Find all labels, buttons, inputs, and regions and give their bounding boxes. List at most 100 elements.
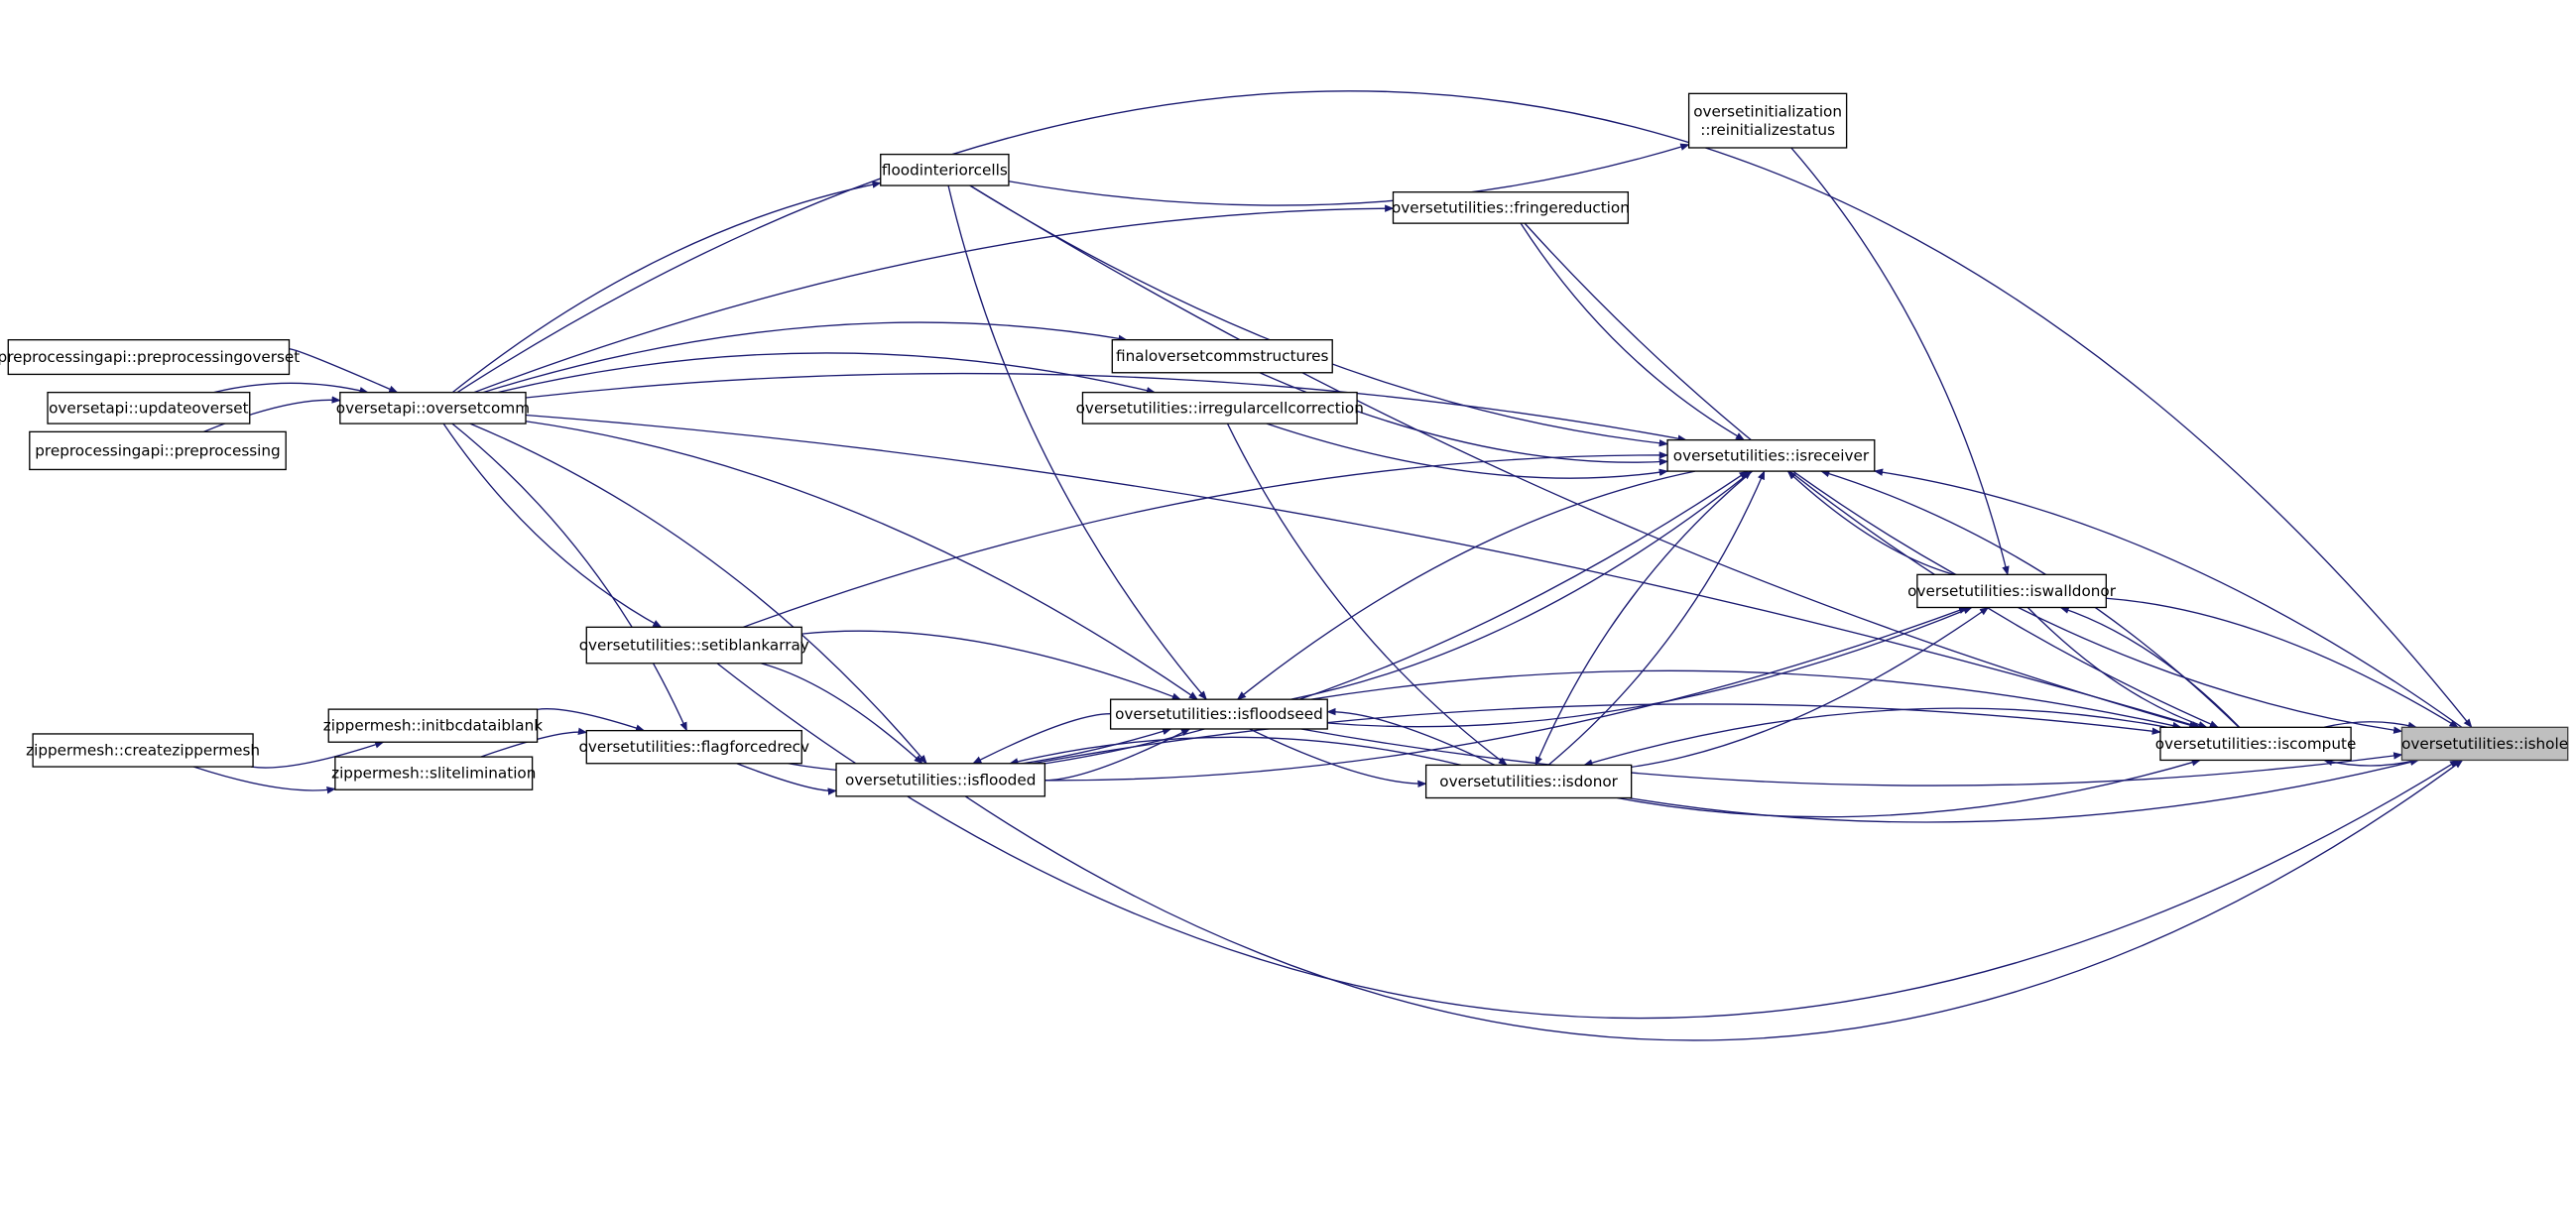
edge-initbc-to-flagforced <box>537 708 646 732</box>
node-label: preprocessingapi::preprocessingoverset <box>0 348 300 366</box>
node-box <box>1392 191 1630 224</box>
edge-isreceiver-to-isdonor <box>1534 470 1754 767</box>
edge-isreceiver-to-ishole <box>1792 470 2403 734</box>
node-box <box>334 756 534 790</box>
node-isreceiver[interactable]: oversetutilities::isreceiver <box>1666 438 1876 472</box>
edge-irregular-to-isreceiver <box>1266 423 1669 479</box>
node-flagforced[interactable]: oversetutilities::flagforcedrecv <box>579 729 810 765</box>
node-preprocessing[interactable]: preprocessingapi::preprocessing <box>29 430 287 471</box>
node-label: ::reinitializestatus <box>1700 121 1835 139</box>
node-label: oversetutilities::iswalldonor <box>1907 582 2117 600</box>
edge-isfloodseed-to-isreceiver <box>1290 470 1753 700</box>
edge-isflooded-to-iscompute <box>1033 703 2161 765</box>
node-label: oversetutilities::flagforcedrecv <box>579 738 810 756</box>
edge-iswalldonor-to-iscompute <box>2026 607 2208 729</box>
edge-preprocessing-to-oversetcomm <box>203 396 341 432</box>
node-ishole[interactable]: oversetutilities::ishole <box>2400 726 2569 762</box>
edge-oversetcomm-to-finalcomm <box>482 321 1128 394</box>
node-fringe[interactable]: oversetutilities::fringereduction <box>1392 191 1630 224</box>
node-label: zippermesh::slitelimination <box>331 765 536 783</box>
edge-isfloodseed-to-iscompute <box>1310 669 2182 730</box>
edge-irregular-to-isdonor <box>1226 423 1508 766</box>
node-box <box>1081 391 1358 424</box>
node-label: zippermesh::initbcdataiblank <box>323 717 543 735</box>
node-label: oversetinitialization <box>1693 103 1842 121</box>
edge-isfloodseed-to-ishole <box>1300 728 2403 786</box>
edge-isdonor-to-isfloodseed <box>1326 707 1496 766</box>
edge-isreceiver-to-isfloodseed <box>1236 470 1696 700</box>
edge-isflooded-to-iswalldonor <box>1044 606 1969 782</box>
edge-oversetcomm-to-irregular <box>497 352 1157 395</box>
edge-isfloodseed-to-isflooded <box>972 713 1111 765</box>
edge-oversetcomm-to-isflooded <box>469 423 927 765</box>
node-label: oversetutilities::isdonor <box>1439 773 1618 790</box>
edge-iscompute-to-ishole <box>2323 721 2417 729</box>
node-isdonor[interactable]: oversetutilities::isdonor <box>1424 764 1633 799</box>
node-initbc[interactable]: zippermesh::initbcdataiblank <box>323 708 543 743</box>
node-createzipper[interactable]: zippermesh::createzippermesh <box>26 733 260 768</box>
edge-isdonor-to-iswalldonor <box>1631 606 1990 768</box>
node-label: oversetutilities::ishole <box>2401 735 2568 753</box>
node-oversetcomm[interactable]: oversetapi::oversetcomm <box>336 391 530 424</box>
edge-isdonor-to-ishole <box>1628 758 2420 823</box>
edge-oversetcomm-to-iscompute <box>525 414 2202 729</box>
edge-oversetcomm-to-floodinterior <box>451 181 882 394</box>
node-label: oversetutilities::iscompute <box>2155 735 2357 753</box>
node-label: oversetutilities::irregularcellcorrectio… <box>1076 399 1364 417</box>
node-label: zippermesh::createzippermesh <box>26 742 260 760</box>
edge-fringe-to-iscompute <box>1524 222 2220 728</box>
node-box <box>1111 338 1333 374</box>
edge-floodinterior-to-iscompute <box>969 184 2199 729</box>
node-irregular[interactable]: oversetutilities::irregularcellcorrectio… <box>1076 391 1364 424</box>
node-label: oversetapi::oversetcomm <box>336 399 530 417</box>
edge-setiblank-to-isflooded <box>760 663 923 765</box>
node-slit[interactable]: zippermesh::slitelimination <box>331 756 536 790</box>
node-ppoverset[interactable]: preprocessingapi::preprocessingoverset <box>0 338 300 376</box>
graph-nodes: preprocessingapi::preprocessingoversetov… <box>0 92 2569 799</box>
edge-isfloodseed-to-isdonor <box>1249 728 1427 788</box>
edge-oversetcomm-to-isreceiver <box>525 372 1687 442</box>
node-label: oversetutilities::fringereduction <box>1392 198 1630 216</box>
edge-oversetcomm-to-isfloodseed <box>525 421 1198 700</box>
edge-oversetcomm-to-fringe <box>473 204 1395 394</box>
edge-createzipper-to-initbc <box>251 741 385 769</box>
edge-slit-to-flagforced <box>480 727 588 758</box>
node-box <box>7 338 291 376</box>
edge-oversetcomm-to-ishole <box>456 90 2473 729</box>
edge-floodinterior-to-isfloodseed <box>947 184 1207 700</box>
node-finalcomm[interactable]: finaloversetcommstructures <box>1111 338 1333 374</box>
edge-isfloodseed-to-iswalldonor <box>1327 606 1973 728</box>
edge-isdonor-to-isreceiver <box>1547 470 1766 766</box>
node-setiblank[interactable]: oversetutilities::setiblankarray <box>579 626 809 665</box>
node-box <box>880 153 1010 186</box>
node-label: preprocessingapi::preprocessing <box>35 441 280 459</box>
node-box <box>47 391 251 424</box>
edge-ishole-to-isreceiver <box>1873 468 2463 728</box>
edge-ppoverset-to-oversetcomm <box>289 348 399 394</box>
node-box <box>339 391 527 424</box>
edge-oversetcomm-to-setiblank <box>442 423 663 628</box>
node-isflooded[interactable]: oversetutilities::isflooded <box>835 763 1046 797</box>
node-label: oversetutilities::setiblankarray <box>579 637 809 655</box>
node-floodinterior[interactable]: floodinteriorcells <box>880 153 1010 186</box>
edge-iswalldonor-to-isreceiver <box>1786 470 1955 576</box>
edge-isdonor-to-iscompute <box>1617 759 2201 818</box>
node-box <box>1916 573 2107 609</box>
edge-createzipper-to-slit <box>192 766 336 794</box>
node-updateoverset[interactable]: oversetapi::updateoverset <box>47 391 251 424</box>
node-box <box>1109 698 1328 730</box>
edge-setiblank-to-isfloodseed <box>801 630 1181 700</box>
node-label: floodinteriorcells <box>882 161 1008 179</box>
node-box <box>32 733 254 768</box>
node-label: oversetapi::updateoverset <box>49 399 249 417</box>
node-box <box>585 729 802 765</box>
edge-iscompute-to-isdonor <box>1583 707 2167 767</box>
node-box <box>585 626 802 665</box>
node-iswalldonor[interactable]: oversetutilities::iswalldonor <box>1907 573 2117 609</box>
node-label: finaloversetcommstructures <box>1116 347 1328 365</box>
node-isfloodseed[interactable]: oversetutilities::isfloodseed <box>1109 698 1328 730</box>
node-reinit[interactable]: oversetinitialization::reinitializestatu… <box>1687 92 1848 149</box>
node-iscompute[interactable]: oversetutilities::iscompute <box>2155 726 2357 762</box>
edge-isflooded-to-isreceiver <box>1044 470 1749 765</box>
